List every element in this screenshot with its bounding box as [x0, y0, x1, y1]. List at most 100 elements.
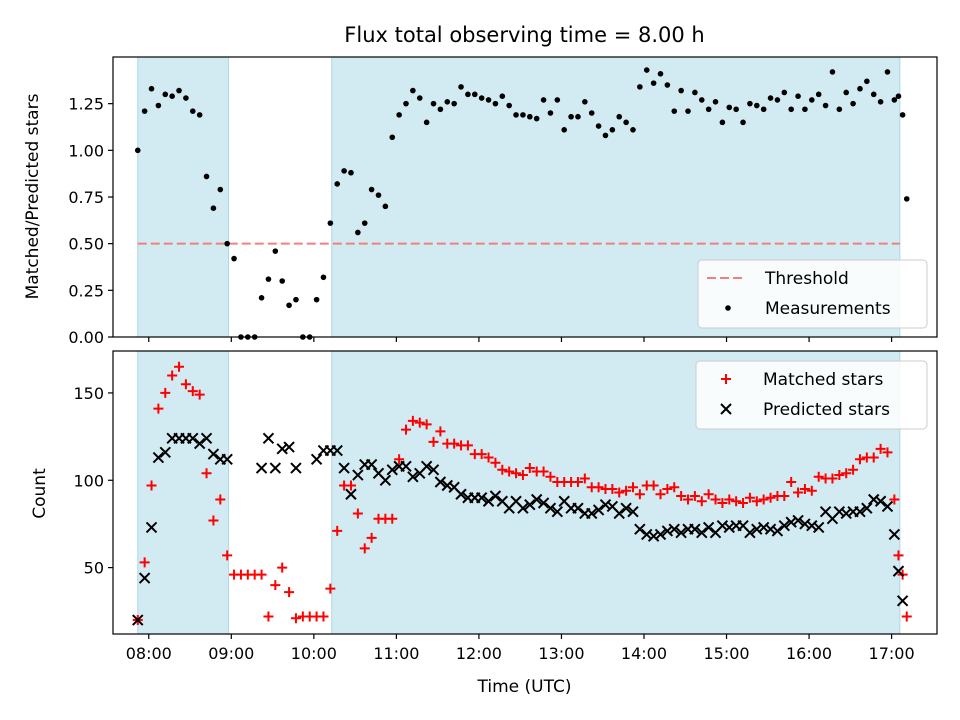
- measurement-point: [809, 97, 815, 103]
- matched-star-point: [201, 468, 212, 479]
- matched-star-point: [215, 494, 226, 505]
- measurement-point: [279, 278, 286, 284]
- matched-star-point: [407, 415, 418, 426]
- matched-star-point: [256, 569, 267, 580]
- matched-star-point: [655, 489, 666, 500]
- measurement-point: [272, 248, 279, 254]
- measurement-point: [410, 87, 416, 94]
- legend-label: Matched stars: [763, 370, 883, 390]
- measurement-point: [368, 186, 375, 193]
- predicted-star-point: [840, 507, 852, 520]
- predicted-star-point: [654, 528, 667, 541]
- measurement-point: [671, 108, 678, 114]
- predicted-star-point: [881, 500, 894, 513]
- predicted-star-point: [551, 506, 564, 518]
- measurement-point: [403, 100, 409, 107]
- matched-star-point: [146, 480, 157, 491]
- predicted-star-point: [888, 528, 901, 541]
- legend-label: Threshold: [764, 269, 849, 289]
- predicted-star-point: [530, 493, 543, 506]
- matched-star-point: [208, 515, 219, 526]
- measurement-point: [733, 106, 739, 113]
- top-y-axis-label: Matched/Predicted stars: [23, 93, 43, 299]
- matched-star-point: [889, 494, 900, 505]
- predicted-star-point: [338, 462, 350, 474]
- measurement-point: [903, 196, 910, 202]
- x-tick-label: 12:00: [456, 644, 502, 663]
- measurement-point: [899, 112, 906, 118]
- measurement-point: [416, 95, 423, 101]
- matched-star-point: [483, 452, 494, 463]
- matched-star-point: [187, 386, 198, 397]
- predicted-star-point: [138, 572, 151, 584]
- matched-star-point: [517, 470, 528, 481]
- predicted-star-point: [661, 525, 674, 537]
- matched-star-point: [765, 492, 776, 503]
- matched-star-point: [366, 532, 377, 543]
- measurement-point: [630, 127, 636, 133]
- predicted-star-point: [152, 451, 165, 464]
- predicted-star-point: [221, 453, 233, 466]
- predicted-star-point: [716, 519, 729, 532]
- measurement-point: [692, 89, 698, 96]
- predicted-star-point: [723, 521, 735, 534]
- measurement-point: [568, 113, 574, 120]
- measurement-point: [822, 102, 829, 109]
- measurement-point: [815, 91, 822, 98]
- predicted-star-point: [407, 471, 419, 483]
- matched-star-point: [394, 454, 405, 465]
- measurement-point: [678, 87, 684, 94]
- measurement-point: [506, 102, 512, 109]
- matched-star-point: [868, 452, 879, 463]
- predicted-star-point: [187, 432, 199, 445]
- matched-star-point: [290, 613, 301, 624]
- legend-label: Predicted stars: [763, 400, 890, 420]
- measurement-point: [774, 97, 781, 103]
- predicted-star-point: [386, 464, 398, 476]
- measurement-point: [891, 97, 898, 103]
- matched-star-point: [263, 611, 274, 622]
- predicted-star-point: [599, 499, 612, 511]
- measurement-point: [389, 134, 396, 141]
- predicted-star-point: [537, 497, 550, 509]
- predicted-star-point: [641, 528, 653, 541]
- matched-star-point: [160, 387, 171, 398]
- predicted-star-point: [441, 479, 453, 492]
- matched-star-point: [139, 557, 150, 568]
- x-tick-label: 10:00: [291, 644, 337, 663]
- measurement-point: [850, 100, 856, 107]
- predicted-star-point: [785, 516, 797, 528]
- measurement-point: [327, 220, 334, 226]
- x-tick-label: 16:00: [786, 644, 832, 663]
- measurement-point: [471, 91, 478, 98]
- predicted-star-point: [627, 506, 639, 518]
- matched-star-point: [607, 484, 618, 495]
- matched-star-point: [731, 496, 742, 507]
- measurement-point: [286, 302, 292, 309]
- predicted-star-point: [310, 453, 323, 466]
- measurement-point: [444, 99, 451, 105]
- measurement-point: [478, 95, 485, 101]
- measurement-point: [623, 119, 629, 126]
- bottom-shaded-interval: [137, 351, 229, 634]
- matched-star-point: [428, 436, 439, 447]
- measurement-point: [561, 127, 568, 133]
- bottom-panel: 50 100 150 08:00 09:00 10:00 11:00 12:00 13:00 14…: [73, 350, 938, 663]
- matched-star-point: [277, 562, 288, 573]
- matched-star-point: [167, 370, 178, 381]
- matched-star-point: [779, 490, 790, 501]
- matched-star-point: [572, 477, 583, 488]
- predicted-star-point: [331, 444, 343, 457]
- matched-star-point: [153, 403, 164, 414]
- measurement-point: [499, 93, 506, 99]
- measurement-point: [485, 97, 492, 103]
- measurement-point: [265, 276, 272, 282]
- predicted-star-point: [434, 476, 447, 488]
- measurement-point: [155, 102, 162, 109]
- bottom-y-axis-label: Count: [30, 468, 50, 519]
- measurement-point: [183, 95, 189, 101]
- matched-star-point: [504, 466, 515, 477]
- bottom-y-tick-label: 150: [73, 384, 104, 403]
- measurement-point: [895, 93, 902, 99]
